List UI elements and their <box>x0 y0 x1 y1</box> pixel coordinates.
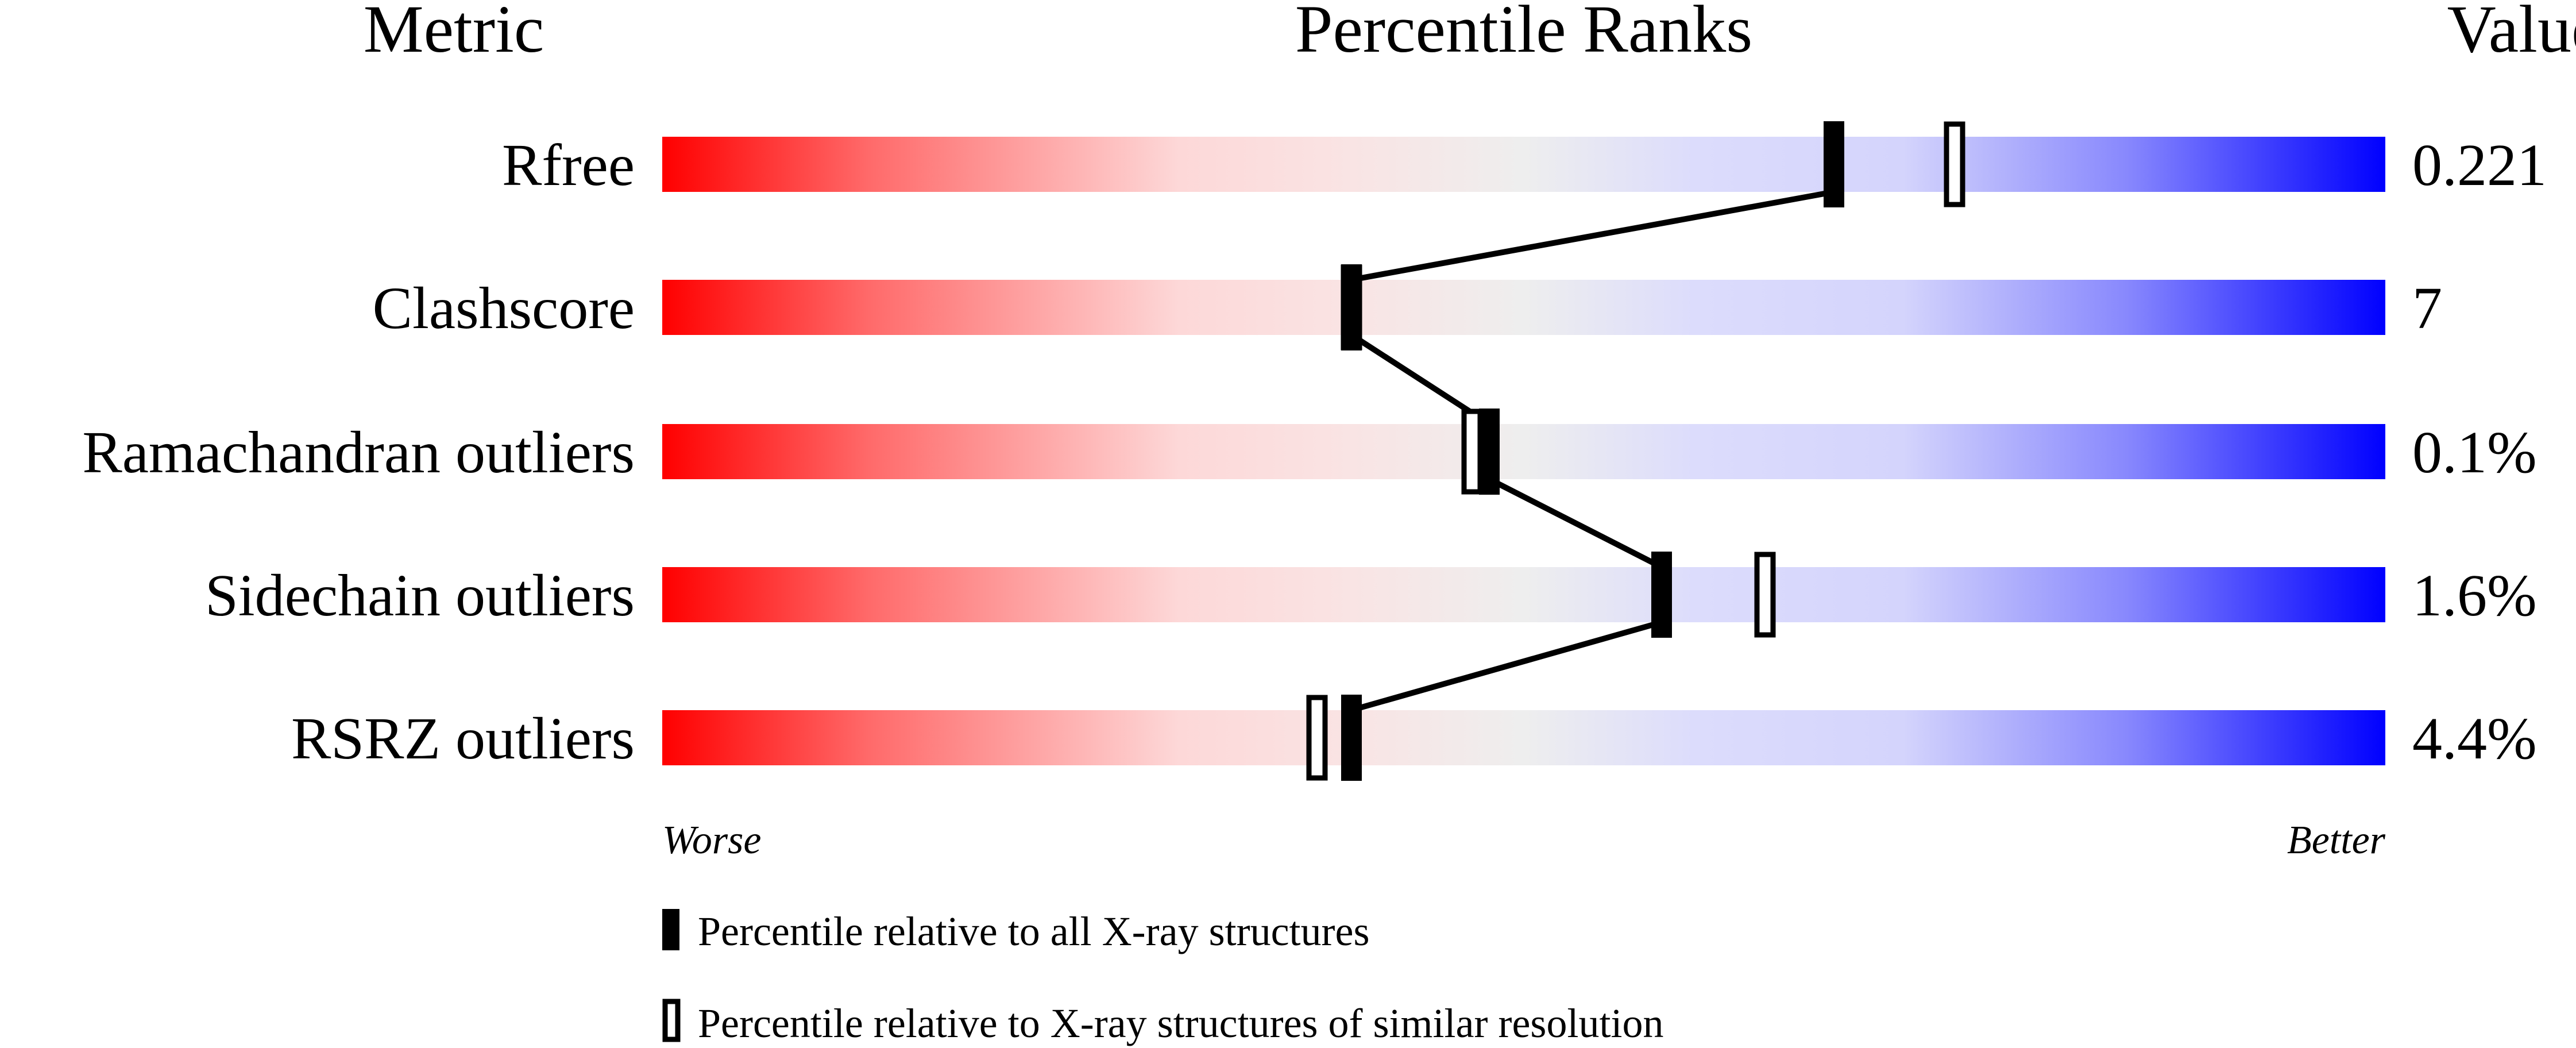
metric-value: 1.6% <box>2412 562 2537 629</box>
header-percentile-ranks: Percentile Ranks <box>1295 0 1752 67</box>
percentile-bar <box>662 280 2385 335</box>
metric-label: Ramachandran outliers <box>82 419 635 486</box>
marker-similar-resolution <box>1754 552 1776 638</box>
marker-all-structures <box>1824 121 1844 207</box>
metric-label: RSRZ outliers <box>291 706 635 772</box>
metric-label: Rfree <box>502 132 635 198</box>
legend-label-all: Percentile relative to all X-ray structu… <box>698 908 1370 954</box>
metric-value: 4.4% <box>2412 706 2537 772</box>
marker-all-structures <box>1341 264 1362 350</box>
marker-similar-resolution <box>1461 409 1483 495</box>
percentile-bar <box>662 424 2385 479</box>
metric-value: 0.1% <box>2412 419 2537 486</box>
marker-all-structures <box>1341 695 1362 781</box>
marker-similar-resolution <box>1944 121 1965 207</box>
metric-label: Clashscore <box>373 275 635 341</box>
metric-label: Sidechain outliers <box>205 562 635 629</box>
marker-all-structures <box>1479 409 1500 495</box>
axis-label-worse: Worse <box>662 818 761 862</box>
marker-similar-resolution <box>1306 695 1328 781</box>
legend-filled-marker <box>662 909 679 950</box>
percentile-bar <box>662 710 2385 765</box>
header-metric: Metric <box>364 0 544 67</box>
legend-open-marker <box>662 999 681 1042</box>
marker-all-structures <box>1651 552 1672 638</box>
percentile-bar <box>662 137 2385 192</box>
metric-value: 7 <box>2412 275 2442 341</box>
metric-value: 0.221 <box>2412 132 2547 198</box>
axis-label-better: Better <box>2287 818 2386 862</box>
percentile-bar <box>662 567 2385 622</box>
legend-label-similar: Percentile relative to X-ray structures … <box>698 1000 1663 1046</box>
header-value: Value <box>2447 0 2576 67</box>
